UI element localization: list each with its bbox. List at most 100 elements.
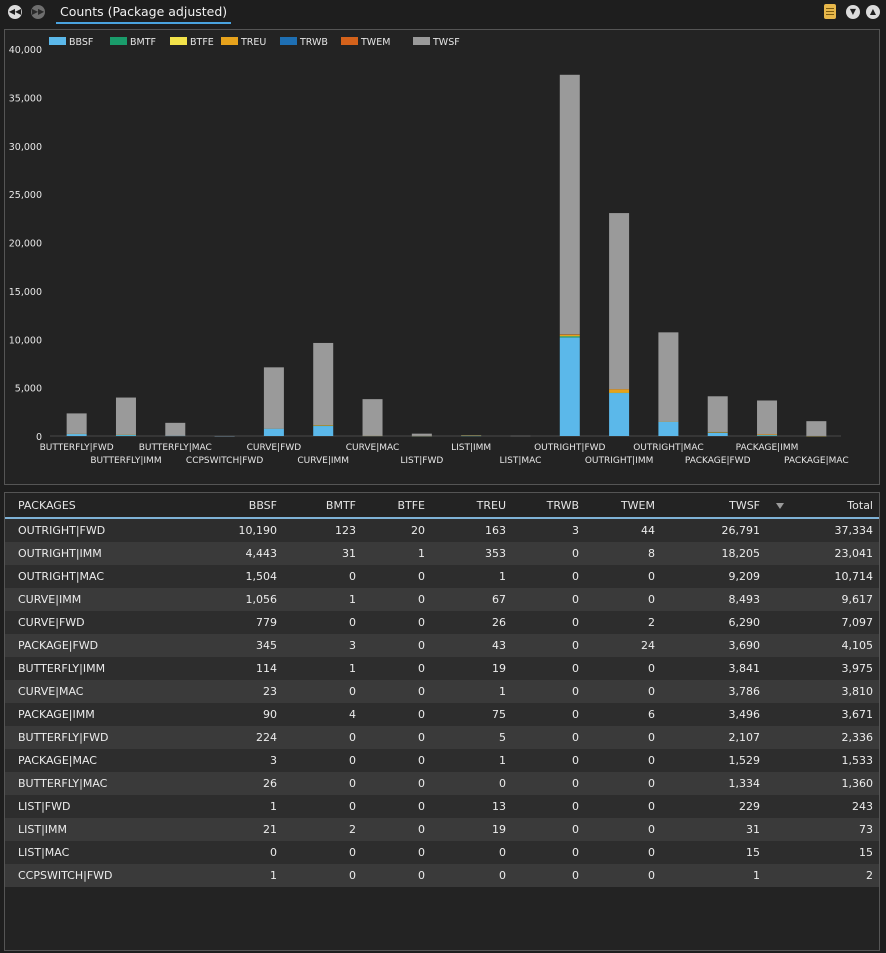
x-tick-label: PACKAGE|IMM bbox=[736, 443, 799, 453]
sort-descending-icon[interactable] bbox=[776, 502, 784, 509]
column-header-trwb[interactable]: TRWB bbox=[512, 493, 585, 519]
bar-segment-bmtf[interactable] bbox=[559, 336, 580, 338]
bar-segment-bbsf[interactable] bbox=[313, 425, 334, 436]
legend-label-twem[interactable]: TWEM bbox=[360, 37, 390, 48]
table-row[interactable]: OUTRIGHT|IMM 4,443 31 1 353 0 8 18,205 23,041 bbox=[5, 542, 879, 565]
bar-segment-twsf[interactable] bbox=[362, 399, 383, 436]
bar-segment-twsf[interactable] bbox=[66, 413, 87, 434]
table-row[interactable]: PACKAGE|FWD 345 3 0 43 0 24 3,690 4,105 bbox=[5, 634, 879, 657]
chevron-down-icon[interactable]: ▼ bbox=[846, 5, 860, 19]
back-icon[interactable]: ◀◀ bbox=[8, 5, 22, 19]
column-header-label: TRWB bbox=[546, 498, 579, 512]
bar-segment-treu[interactable] bbox=[313, 425, 334, 426]
legend-swatch-bbsf[interactable] bbox=[49, 37, 66, 45]
table-row[interactable]: LIST|MAC 0 0 0 0 0 0 15 15 bbox=[5, 841, 879, 864]
legend-swatch-treu[interactable] bbox=[221, 37, 238, 45]
table-row[interactable]: LIST|FWD 1 0 0 13 0 0 229 243 bbox=[5, 795, 879, 818]
table-row[interactable]: OUTRIGHT|MAC 1,504 0 0 1 0 0 9,209 10,714 bbox=[5, 565, 879, 588]
column-header-packages[interactable]: PACKAGES bbox=[5, 493, 147, 519]
column-header-bbsf[interactable]: BBSF bbox=[147, 493, 283, 519]
column-header-twsf[interactable]: TWSF bbox=[661, 493, 766, 519]
legend-swatch-twsf[interactable] bbox=[413, 37, 430, 45]
value-cell-bbsf: 21 bbox=[147, 818, 283, 841]
table-row[interactable]: PACKAGE|IMM 90 4 0 75 0 6 3,496 3,671 bbox=[5, 703, 879, 726]
value-cell-total: 7,097 bbox=[766, 611, 879, 634]
bar-segment-twsf[interactable] bbox=[806, 421, 827, 436]
value-cell-treu: 26 bbox=[431, 611, 512, 634]
table-row[interactable]: PACKAGE|MAC 3 0 0 1 0 0 1,529 1,533 bbox=[5, 749, 879, 772]
value-cell-total: 3,671 bbox=[766, 703, 879, 726]
legend-label-btfe[interactable]: BTFE bbox=[190, 37, 214, 48]
bar-segment-bbsf[interactable] bbox=[263, 428, 284, 436]
legend-label-treu[interactable]: TREU bbox=[240, 37, 266, 48]
legend-swatch-trwb[interactable] bbox=[280, 37, 297, 45]
tab-counts[interactable]: Counts (Package adjusted) bbox=[56, 3, 232, 24]
bar-segment-twsf[interactable] bbox=[411, 433, 432, 436]
legend-label-bbsf[interactable]: BBSF bbox=[69, 37, 93, 48]
table-row[interactable]: CURVE|MAC 23 0 0 1 0 0 3,786 3,810 bbox=[5, 680, 879, 703]
bar-segment-bbsf[interactable] bbox=[707, 432, 728, 436]
bar-segment-twsf[interactable] bbox=[263, 367, 284, 429]
table-row[interactable]: BUTTERFLY|MAC 26 0 0 0 0 0 1,334 1,360 bbox=[5, 772, 879, 795]
value-cell-total: 2,336 bbox=[766, 726, 879, 749]
value-cell-btfe: 0 bbox=[362, 588, 431, 611]
table-row[interactable]: BUTTERFLY|IMM 114 1 0 19 0 0 3,841 3,975 bbox=[5, 657, 879, 680]
notes-icon[interactable] bbox=[824, 4, 836, 19]
table-row[interactable]: OUTRIGHT|FWD 10,190 123 20 163 3 44 26,791 37,33… bbox=[5, 518, 879, 542]
value-cell-trwb: 0 bbox=[512, 864, 585, 887]
x-tick-label: LIST|IMM bbox=[451, 443, 491, 453]
legend-swatch-btfe[interactable] bbox=[170, 37, 187, 45]
table-row[interactable]: LIST|IMM 21 2 0 19 0 0 31 73 bbox=[5, 818, 879, 841]
bar-segment-treu[interactable] bbox=[609, 389, 630, 393]
bar-segment-twsf[interactable] bbox=[707, 396, 728, 432]
bar-segment-treu[interactable] bbox=[559, 334, 580, 337]
column-header-bmtf[interactable]: BMTF bbox=[283, 493, 362, 519]
value-cell-btfe: 0 bbox=[362, 749, 431, 772]
table-row[interactable]: CCPSWITCH|FWD 1 0 0 0 0 0 1 2 bbox=[5, 864, 879, 887]
legend-swatch-twem[interactable] bbox=[341, 37, 358, 45]
column-header-twem[interactable]: TWEM bbox=[585, 493, 661, 519]
value-cell-twem: 0 bbox=[585, 795, 661, 818]
bar-segment-bbsf[interactable] bbox=[757, 435, 778, 436]
value-cell-twsf: 8,493 bbox=[661, 588, 766, 611]
value-cell-twem: 0 bbox=[585, 818, 661, 841]
legend-label-bmtf[interactable]: BMTF bbox=[130, 37, 156, 48]
legend-label-trwb[interactable]: TRWB bbox=[299, 37, 328, 48]
bar-segment-bbsf[interactable] bbox=[559, 337, 580, 436]
table-row[interactable]: CURVE|IMM 1,056 1 0 67 0 0 8,493 9,617 bbox=[5, 588, 879, 611]
value-cell-twem: 0 bbox=[585, 749, 661, 772]
bar-segment-bbsf[interactable] bbox=[115, 434, 136, 436]
forward-icon[interactable]: ▶▶ bbox=[31, 5, 45, 19]
chevron-up-icon[interactable]: ▲ bbox=[866, 5, 880, 19]
bar-segment-twsf[interactable] bbox=[559, 74, 580, 334]
value-cell-treu: 0 bbox=[431, 864, 512, 887]
legend-swatch-bmtf[interactable] bbox=[110, 37, 127, 45]
bar-segment-twsf[interactable] bbox=[313, 342, 334, 426]
bar-segment-twsf[interactable] bbox=[165, 422, 186, 436]
bar-segment-bbsf[interactable] bbox=[66, 433, 87, 436]
bar-segment-bbsf[interactable] bbox=[609, 393, 630, 436]
table-row[interactable]: BUTTERFLY|FWD 224 0 0 5 0 0 2,107 2,336 bbox=[5, 726, 879, 749]
value-cell-treu: 43 bbox=[431, 634, 512, 657]
x-tick-label: BUTTERFLY|IMM bbox=[90, 456, 161, 466]
bar-segment-twsf[interactable] bbox=[757, 400, 778, 435]
package-name-cell: CURVE|MAC bbox=[5, 680, 147, 703]
package-name-cell: LIST|FWD bbox=[5, 795, 147, 818]
value-cell-btfe: 0 bbox=[362, 772, 431, 795]
bar-segment-bbsf[interactable] bbox=[658, 421, 679, 436]
bar-segment-twsf[interactable] bbox=[609, 213, 630, 390]
value-cell-btfe: 0 bbox=[362, 795, 431, 818]
y-tick-label: 40,000 bbox=[9, 45, 42, 56]
column-header-total[interactable]: Total bbox=[766, 493, 879, 519]
value-cell-twem: 0 bbox=[585, 841, 661, 864]
bar-segment-treu[interactable] bbox=[757, 434, 778, 436]
table-row[interactable]: CURVE|FWD 779 0 0 26 0 2 6,290 7,097 bbox=[5, 611, 879, 634]
value-cell-bmtf: 0 bbox=[283, 726, 362, 749]
column-header-btfe[interactable]: BTFE bbox=[362, 493, 431, 519]
bar-segment-twsf[interactable] bbox=[658, 332, 679, 422]
bar-segment-twsf[interactable] bbox=[115, 397, 136, 435]
legend-label-twsf[interactable]: TWSF bbox=[432, 37, 460, 48]
column-header-label: BMTF bbox=[325, 498, 356, 512]
column-header-label: PACKAGES bbox=[18, 498, 76, 512]
column-header-treu[interactable]: TREU bbox=[431, 493, 512, 519]
